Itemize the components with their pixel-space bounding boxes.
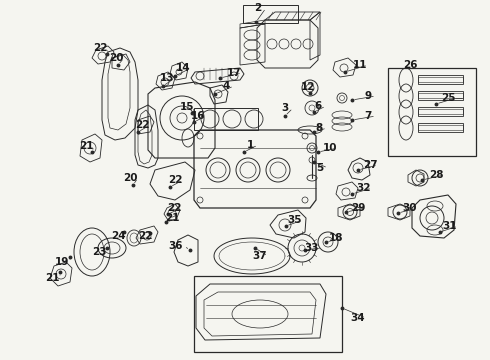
- Text: 27: 27: [363, 160, 377, 170]
- Text: 34: 34: [351, 313, 366, 323]
- Text: 9: 9: [365, 91, 371, 101]
- Text: 32: 32: [357, 183, 371, 193]
- Bar: [418, 123, 463, 132]
- Text: 22: 22: [93, 43, 107, 53]
- Bar: [243, 5, 298, 23]
- Text: 1: 1: [246, 140, 254, 150]
- Text: 17: 17: [227, 68, 241, 78]
- Text: 21: 21: [165, 213, 179, 223]
- Text: 33: 33: [305, 243, 319, 253]
- Text: 10: 10: [323, 143, 337, 153]
- Text: 26: 26: [403, 60, 417, 70]
- Bar: [418, 75, 463, 84]
- Text: 23: 23: [92, 247, 106, 257]
- Bar: [418, 77, 463, 82]
- Text: 8: 8: [316, 123, 322, 133]
- Text: 22: 22: [167, 203, 181, 213]
- Text: 29: 29: [351, 203, 365, 213]
- Text: 20: 20: [123, 173, 137, 183]
- Text: 3: 3: [281, 103, 289, 113]
- Text: 28: 28: [429, 170, 443, 180]
- Text: 20: 20: [109, 53, 123, 63]
- Bar: [418, 91, 463, 100]
- Text: 35: 35: [288, 215, 302, 225]
- Text: 5: 5: [317, 163, 323, 173]
- Text: 16: 16: [191, 111, 205, 121]
- Text: 31: 31: [443, 221, 457, 231]
- Text: 6: 6: [315, 101, 321, 111]
- Text: 12: 12: [301, 82, 315, 92]
- Text: 22: 22: [138, 231, 152, 241]
- Text: 4: 4: [222, 81, 230, 91]
- Text: 11: 11: [353, 60, 367, 70]
- Text: 37: 37: [253, 251, 268, 261]
- Text: 21: 21: [45, 273, 59, 283]
- Bar: [194, 276, 342, 352]
- Bar: [418, 125, 463, 130]
- Text: 14: 14: [176, 63, 190, 73]
- Text: 22: 22: [135, 120, 149, 130]
- Bar: [388, 68, 476, 156]
- Text: 36: 36: [169, 241, 183, 251]
- Text: 30: 30: [403, 203, 417, 213]
- Bar: [418, 109, 463, 114]
- Text: 7: 7: [364, 111, 372, 121]
- Text: 19: 19: [55, 257, 69, 267]
- Text: 21: 21: [79, 141, 93, 151]
- Text: 25: 25: [441, 93, 455, 103]
- Bar: [418, 93, 463, 98]
- Text: 13: 13: [160, 73, 174, 83]
- Text: 22: 22: [168, 175, 182, 185]
- Text: 2: 2: [254, 3, 262, 13]
- Bar: [418, 107, 463, 116]
- Text: 18: 18: [329, 233, 343, 243]
- Text: 24: 24: [111, 231, 125, 241]
- Text: 15: 15: [180, 102, 194, 112]
